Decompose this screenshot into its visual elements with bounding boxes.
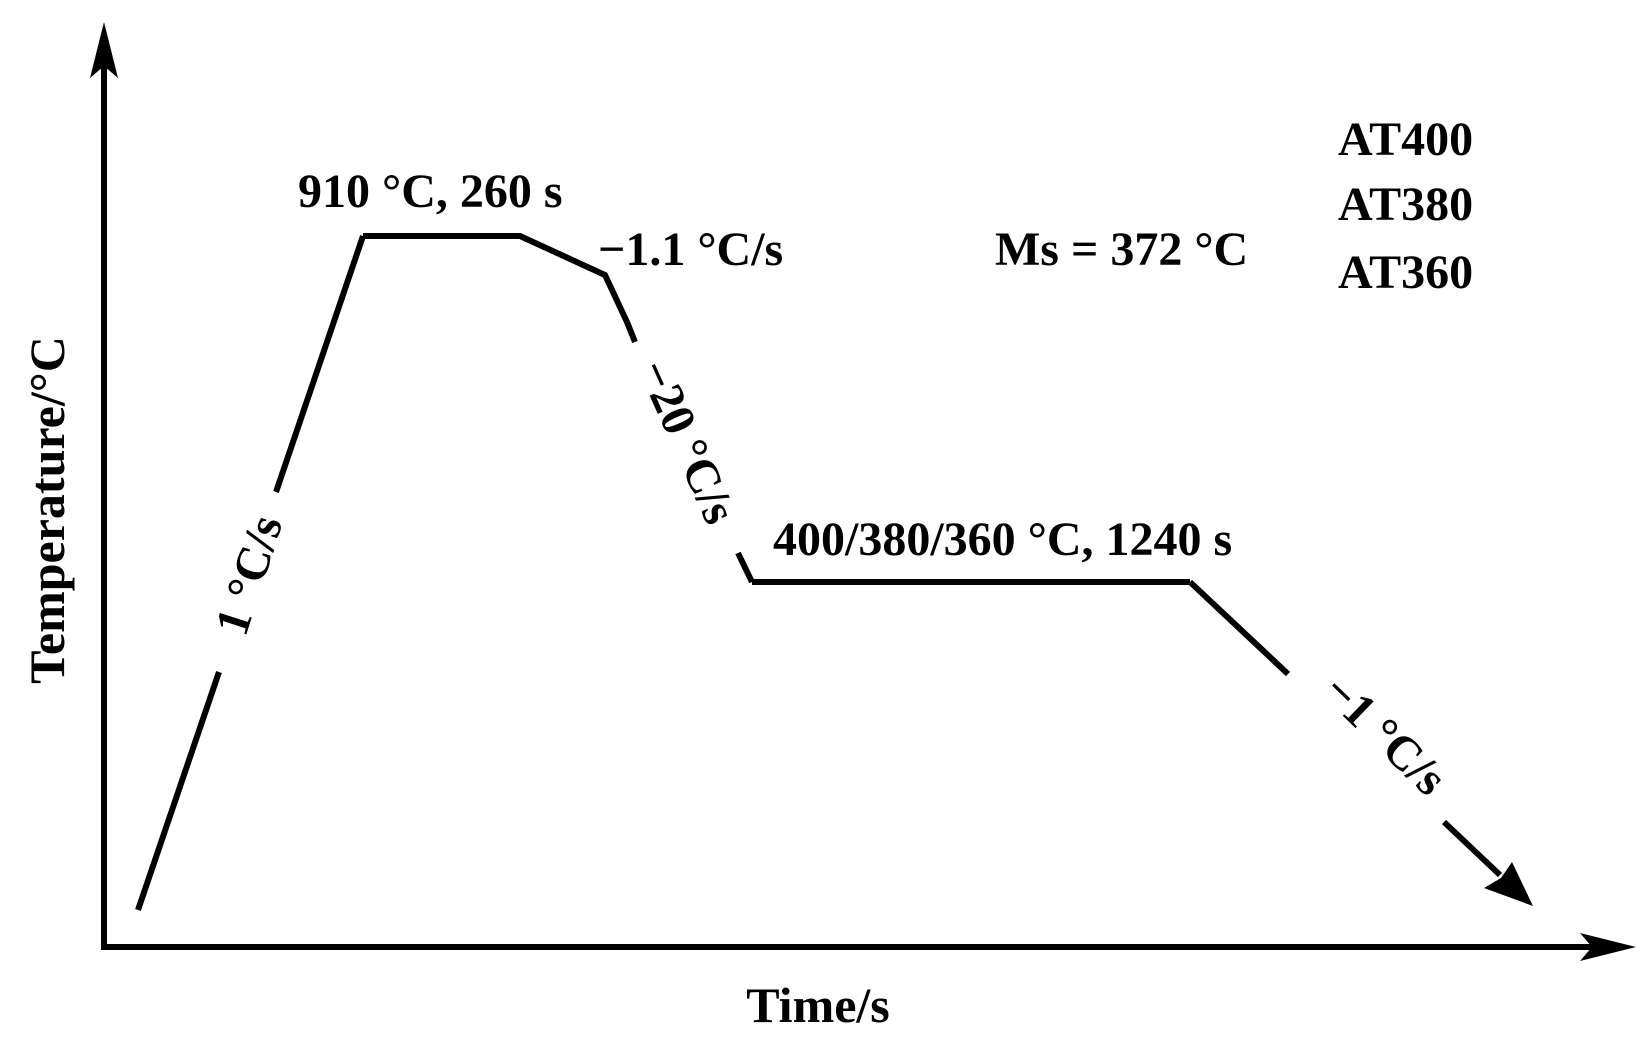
legend-item-at360: AT360 [1338,246,1473,299]
y-axis-label: Temperature/°C [19,336,75,684]
final-cool-arrowhead [1484,862,1533,906]
hold-label: 400/380/360 °C, 1240 s [773,513,1232,566]
final-cool-segment-lower [1441,819,1503,878]
ms-temperature-label: Ms = 372 °C [995,223,1248,276]
heating-segment-upper [273,235,366,493]
y-axis-arrowhead [90,22,118,78]
final-cool-rate-label: −1 °C/s [1313,664,1457,806]
austenitize-label: 910 °C, 260 s [298,165,563,218]
axes [90,22,1636,961]
legend-item-at380: AT380 [1338,178,1473,231]
quench-rate-label: −20 °C/s [628,352,747,532]
x-axis-label: Time/s [746,977,890,1033]
quench-segment-end [735,551,755,584]
austenitize-and-slow-cool-segment [363,233,630,324]
final-cool-segment-upper [1187,579,1291,677]
quench-segment-start [624,320,638,344]
sample-legend: AT400 AT380 AT360 [1338,113,1473,299]
legend-item-at400: AT400 [1338,113,1473,166]
slow-cool-rate-label: −1.1 °C/s [598,223,783,276]
heating-rate-label: 1 °C/s [205,509,293,641]
heating-segment-lower [135,671,222,911]
x-axis-arrowhead [1580,933,1636,961]
thermal-cycle-profile [135,233,1533,911]
